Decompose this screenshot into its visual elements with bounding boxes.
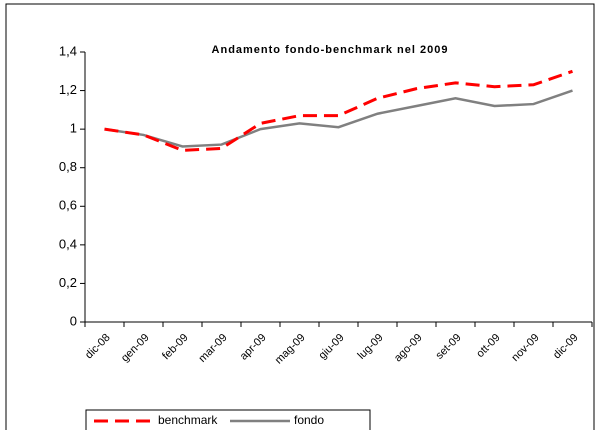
x-tick-label: mar-09 (197, 332, 230, 365)
legend-label: fondo (294, 413, 324, 427)
x-tick-label: ott-09 (474, 332, 502, 360)
y-tick-label: 1 (70, 121, 77, 136)
series-line (104, 89, 573, 148)
y-tick-label: 0 (70, 313, 77, 328)
x-tick-label: dic-08 (83, 332, 113, 362)
y-tick-label: 0,2 (59, 275, 77, 290)
x-tick-label: mag-09 (273, 332, 308, 367)
y-tick-label: 0,8 (59, 159, 77, 174)
x-tick-label: nov-09 (509, 332, 541, 364)
y-tick-label: 0,4 (59, 236, 77, 251)
y-tick-label: 1,4 (59, 43, 77, 58)
x-tick-label: giu-09 (317, 332, 347, 362)
y-tick-label: 0,6 (59, 198, 77, 213)
x-tick-label: set-09 (434, 332, 464, 362)
x-tick-label: feb-09 (160, 332, 191, 363)
series-line (104, 69, 573, 152)
x-tick-label: dic-09 (551, 332, 581, 362)
chart-title: Andamento fondo-benchmark nel 2009 (212, 44, 449, 56)
y-tick-label: 1,2 (59, 82, 77, 97)
x-tick-label: ago-09 (392, 332, 425, 365)
legend-label: benchmark (158, 413, 218, 427)
x-tick-label: lug-09 (356, 332, 386, 362)
x-tick-label: apr-09 (238, 332, 269, 363)
chart-border (5, 3, 595, 435)
x-tick-label: gen-09 (119, 332, 152, 365)
